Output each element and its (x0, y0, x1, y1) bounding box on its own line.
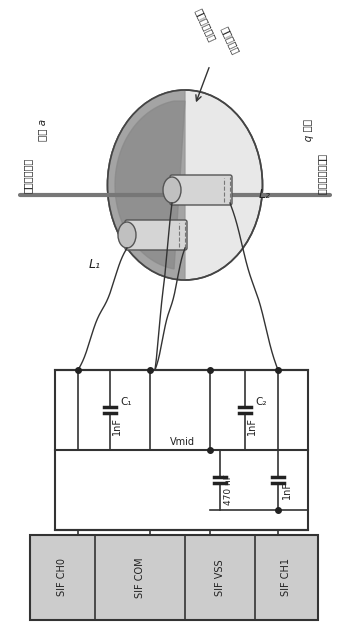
Polygon shape (108, 90, 185, 280)
Text: C₂: C₂ (255, 397, 267, 407)
Text: 1nF: 1nF (282, 481, 292, 499)
Text: L₂: L₂ (259, 188, 271, 202)
FancyBboxPatch shape (125, 220, 187, 250)
Text: 叶轮式宽范围: 叶轮式宽范围 (193, 7, 217, 43)
Text: SIF CH0: SIF CH0 (57, 559, 67, 597)
Text: 1nF: 1nF (247, 417, 257, 435)
Text: C₁: C₁ (120, 397, 132, 407)
Text: 区域 b: 区域 b (303, 119, 313, 141)
Text: SIF COM: SIF COM (135, 557, 145, 598)
Text: L₁: L₁ (89, 259, 101, 271)
Text: 电容传感体: 电容传感体 (219, 25, 241, 55)
Text: 区域 a: 区域 a (37, 119, 47, 141)
Ellipse shape (163, 177, 181, 203)
Text: 1nF: 1nF (112, 417, 122, 435)
Ellipse shape (118, 222, 136, 248)
FancyBboxPatch shape (30, 535, 318, 620)
Text: SIF VSS: SIF VSS (215, 559, 225, 596)
Ellipse shape (108, 90, 262, 280)
Text: Vmid: Vmid (170, 437, 195, 447)
Polygon shape (115, 101, 185, 269)
Text: 470 nF: 470 nF (224, 475, 233, 505)
Text: SIF CH1: SIF CH1 (281, 559, 291, 597)
Text: （非金属材料）: （非金属材料） (317, 155, 327, 195)
Text: （金属材料）: （金属材料） (23, 157, 33, 193)
FancyBboxPatch shape (170, 175, 232, 205)
